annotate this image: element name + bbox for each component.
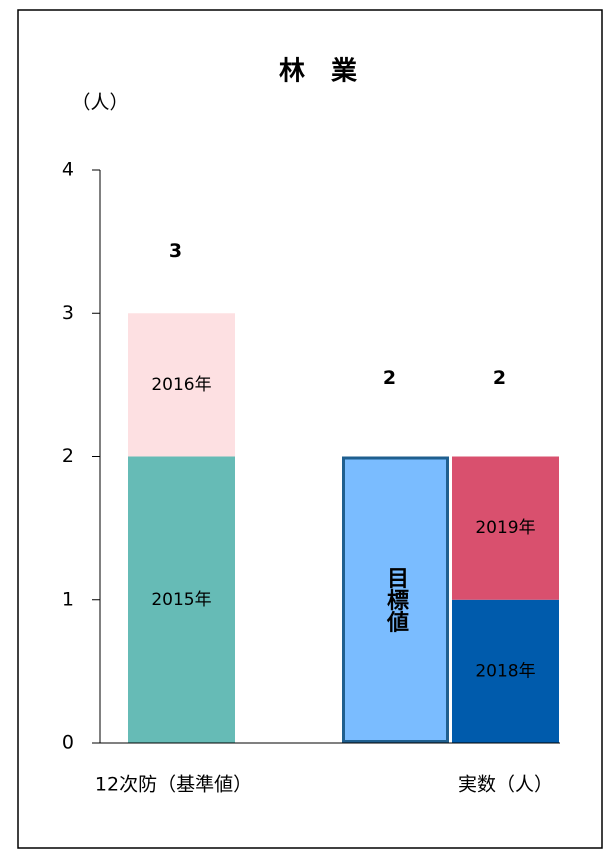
y-tick-label: 2 xyxy=(62,445,74,467)
y-tick-label: 3 xyxy=(62,302,74,324)
bar-segment xyxy=(128,456,235,743)
bar-segment xyxy=(452,456,559,600)
bar-segment xyxy=(128,313,235,457)
chart-title: 林 業 xyxy=(279,57,357,87)
bar-segment xyxy=(452,599,559,743)
y-tick-label: 4 xyxy=(62,159,74,181)
x-tick-label: 12次防（基準値） xyxy=(95,774,252,796)
y-axis-label: （人） xyxy=(71,92,128,114)
total-label: 2 xyxy=(493,367,506,389)
y-tick-label: 0 xyxy=(62,732,74,754)
y-tick-label: 1 xyxy=(62,588,74,610)
segment-label: 2015年 xyxy=(151,590,211,610)
total-label: 3 xyxy=(169,240,182,262)
segment-label: 目標値 xyxy=(383,567,410,633)
segment-label: 2018年 xyxy=(475,661,535,681)
segment-label: 2016年 xyxy=(151,375,211,395)
x-tick-label: 実数（人） xyxy=(458,774,553,796)
segment-label: 2019年 xyxy=(475,518,535,538)
bar-segment xyxy=(342,456,449,743)
total-label: 2 xyxy=(383,367,396,389)
